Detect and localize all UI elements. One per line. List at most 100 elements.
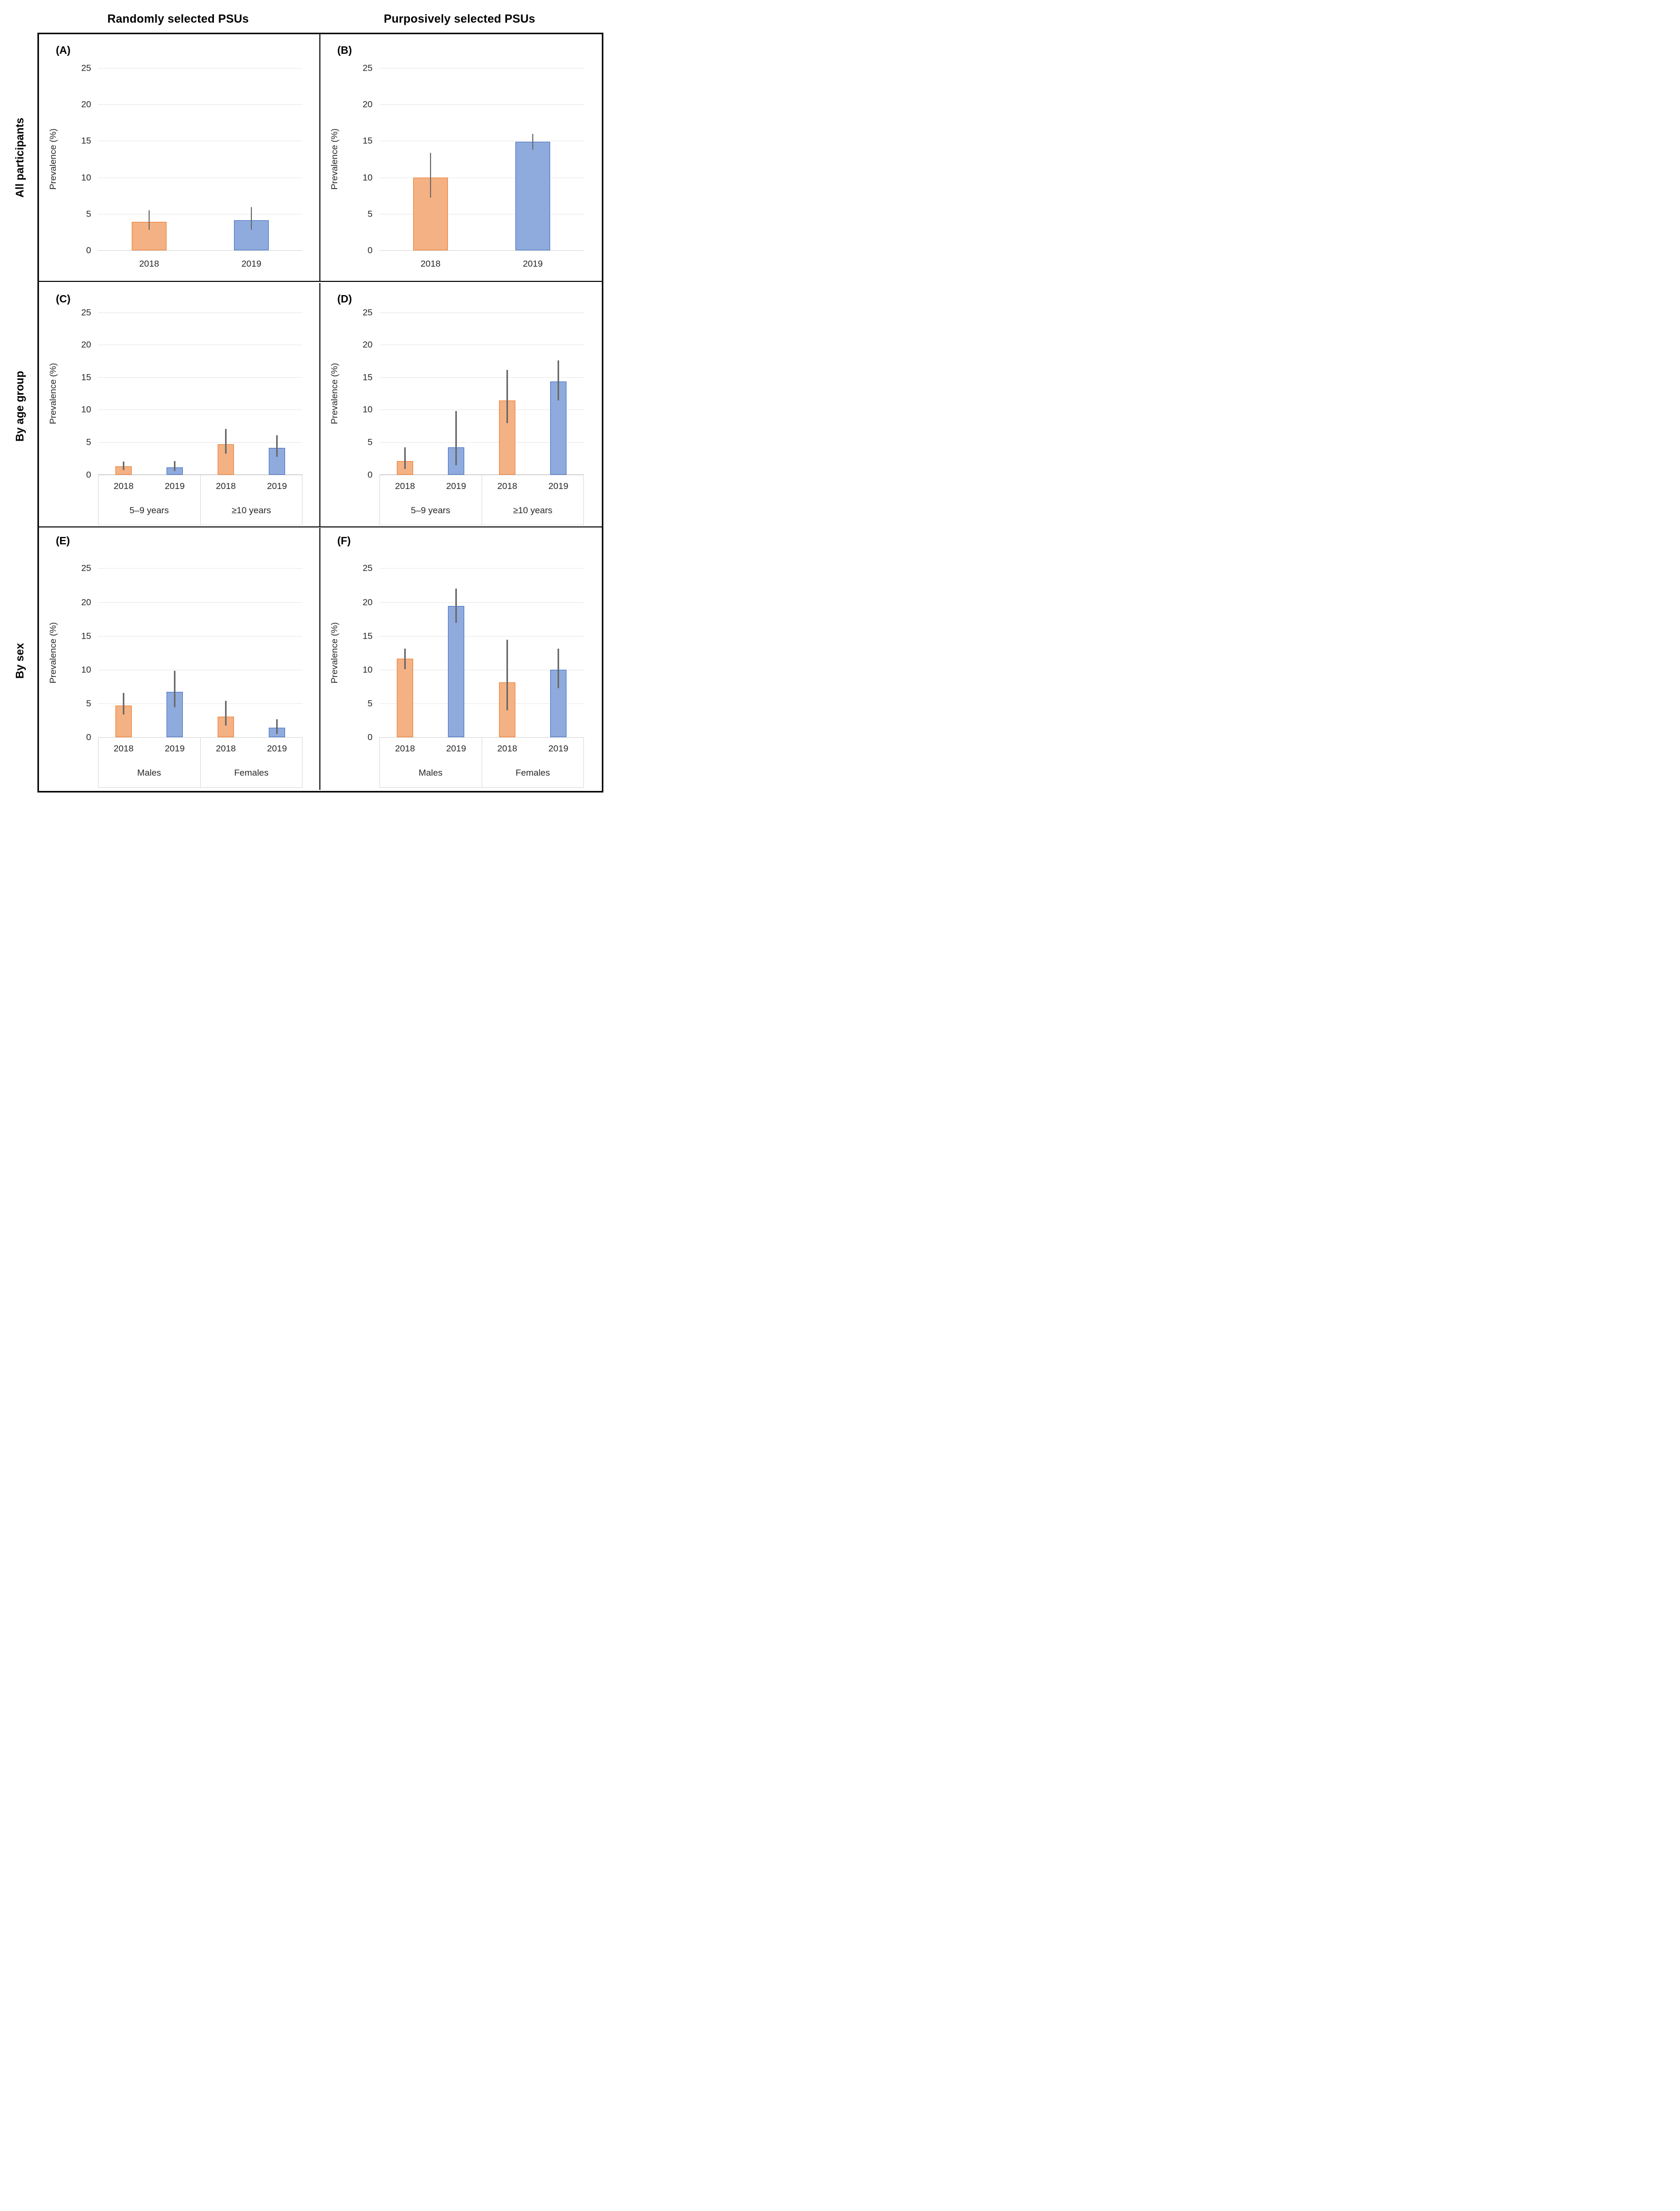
error-bar bbox=[276, 719, 278, 734]
y-tick-label: 25 bbox=[363, 63, 373, 73]
error-bar bbox=[558, 360, 559, 401]
x-tick-label: 2019 bbox=[446, 481, 466, 491]
panel-grid: (A) Prevalence (%) 0 5 10 15 20 25 2018 2019 (B… bbox=[37, 33, 603, 793]
column-header-purposive: Purposively selected PSUs bbox=[384, 12, 535, 25]
x-tick-label: 2019 bbox=[548, 481, 569, 491]
bar-2019 bbox=[447, 606, 465, 738]
y-tick-label: 20 bbox=[363, 339, 373, 350]
y-tick-label: 5 bbox=[86, 698, 91, 709]
y-tick-label: 0 bbox=[86, 469, 91, 480]
plot-area-B: 0 5 10 15 20 25 2018 2019 bbox=[363, 64, 584, 269]
category-separator-line bbox=[200, 737, 201, 788]
gridline bbox=[379, 568, 584, 569]
gridline bbox=[379, 312, 584, 313]
y-tick-label: 15 bbox=[81, 372, 91, 383]
gridline bbox=[379, 377, 584, 378]
y-tick-label: 25 bbox=[81, 63, 91, 73]
y-tick-label: 20 bbox=[81, 339, 91, 350]
bar-2018 bbox=[396, 659, 414, 738]
panel-letter-C: (C) bbox=[56, 293, 71, 305]
x-tick-label: 2018 bbox=[395, 481, 415, 491]
y-tick-label: 15 bbox=[363, 631, 373, 641]
gridline bbox=[98, 635, 302, 637]
y-tick-label: 0 bbox=[367, 469, 373, 480]
y-tick-label: 10 bbox=[81, 404, 91, 415]
gridline bbox=[98, 568, 302, 569]
error-bar bbox=[148, 210, 150, 230]
error-bar bbox=[429, 152, 432, 198]
y-tick-label: 20 bbox=[363, 597, 373, 608]
gridline bbox=[379, 68, 584, 69]
y-tick-label: 20 bbox=[81, 597, 91, 608]
error-bar bbox=[455, 588, 457, 623]
category-axis-box bbox=[379, 737, 584, 788]
y-tick-label: 10 bbox=[81, 664, 91, 675]
y-tick-label: 10 bbox=[363, 172, 373, 183]
y-tick-label: 5 bbox=[367, 698, 373, 709]
gridline bbox=[379, 409, 584, 410]
y-axis-title: Prevalence (%) bbox=[329, 363, 339, 424]
gridline bbox=[98, 312, 302, 313]
panel-D: (D) Prevalence (%) 0 5 10 15 20 25 2018 2019 201… bbox=[320, 282, 602, 527]
gridline bbox=[379, 104, 584, 105]
x-tick-label: 2018 bbox=[395, 743, 415, 754]
x-tick-label: 2019 bbox=[523, 259, 543, 269]
x-tick-label: 2018 bbox=[216, 743, 236, 754]
panel-B: (B) Prevalence (%) 0 5 10 15 20 25 2018 2019 bbox=[320, 34, 602, 282]
y-tick-label: 20 bbox=[81, 99, 91, 110]
plot-area-F: 0 5 10 15 20 25 2018 2019 2018 2019 Males Females bbox=[363, 564, 584, 788]
error-bar bbox=[506, 640, 508, 710]
x-axis-line bbox=[379, 250, 584, 251]
y-axis-title: Prevalence (%) bbox=[48, 622, 58, 683]
category-group-label: Females bbox=[234, 768, 269, 778]
gridline bbox=[379, 703, 584, 705]
error-bar bbox=[174, 461, 175, 472]
x-tick-label: 2019 bbox=[164, 743, 185, 754]
x-axis-line bbox=[98, 250, 302, 251]
row-header-by-sex: By sex bbox=[14, 643, 26, 679]
category-group-label: ≥10 years bbox=[231, 505, 271, 515]
y-tick-label: 10 bbox=[81, 172, 91, 183]
plot-area-C: 0 5 10 15 20 25 2018 2019 2018 2019 5–9 years ≥10 y… bbox=[81, 308, 302, 525]
plot-area-A: 0 5 10 15 20 25 2018 2019 bbox=[81, 64, 302, 269]
error-bar bbox=[404, 649, 406, 669]
panel-letter-E: (E) bbox=[56, 535, 70, 547]
x-tick-label: 2018 bbox=[497, 481, 517, 491]
x-tick-label: 2018 bbox=[421, 259, 441, 269]
y-tick-label: 15 bbox=[81, 135, 91, 146]
x-tick-label: 2019 bbox=[267, 743, 287, 754]
panel-E: (E) Prevalence (%) 0 5 10 15 20 25 2018 2019 201… bbox=[39, 528, 320, 790]
x-tick-label: 2018 bbox=[216, 481, 236, 491]
error-bar bbox=[506, 370, 508, 424]
error-bar bbox=[276, 435, 278, 457]
x-tick-label: 2018 bbox=[139, 259, 159, 269]
y-axis-title: Prevalence (%) bbox=[329, 128, 339, 190]
panel-letter-B: (B) bbox=[337, 45, 352, 56]
bar-2018 bbox=[499, 400, 516, 475]
x-tick-label: 2019 bbox=[164, 481, 185, 491]
error-bar bbox=[225, 700, 227, 726]
error-bar bbox=[532, 133, 534, 150]
x-tick-label: 2019 bbox=[548, 743, 569, 754]
category-group-label: Females bbox=[515, 768, 550, 778]
y-tick-label: 5 bbox=[367, 437, 373, 447]
gridline bbox=[379, 602, 584, 603]
error-bar bbox=[123, 462, 124, 471]
gridline bbox=[379, 635, 584, 637]
row-header-all-participants: All participants bbox=[14, 118, 26, 198]
category-group-label: 5–9 years bbox=[129, 505, 169, 515]
category-axis-box bbox=[379, 474, 584, 525]
column-header-random: Randomly selected PSUs bbox=[107, 12, 249, 25]
error-bar bbox=[558, 649, 559, 688]
panel-C: (C) Prevalence (%) 0 5 10 15 20 25 2018 2019 201… bbox=[39, 282, 320, 527]
y-tick-label: 0 bbox=[367, 732, 373, 742]
y-tick-label: 25 bbox=[363, 563, 373, 573]
error-bar bbox=[174, 671, 175, 707]
error-bar bbox=[225, 429, 227, 454]
y-axis-title: Prevalence (%) bbox=[48, 363, 58, 424]
y-tick-label: 25 bbox=[363, 307, 373, 318]
y-tick-label: 0 bbox=[86, 732, 91, 742]
panel-letter-D: (D) bbox=[337, 293, 352, 305]
y-tick-label: 5 bbox=[367, 209, 373, 219]
category-group-label: 5–9 years bbox=[411, 505, 451, 515]
